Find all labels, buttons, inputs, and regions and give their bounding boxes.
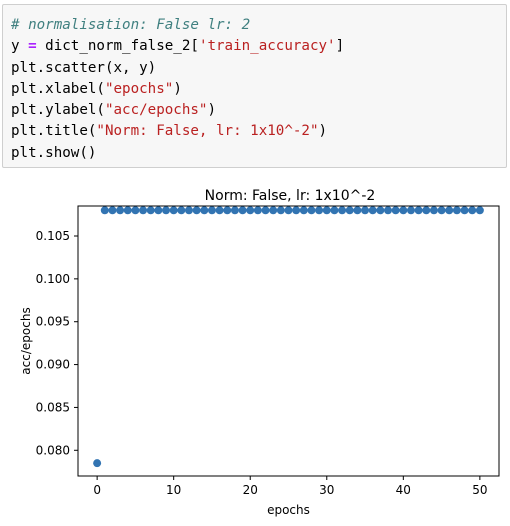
- code-token: =: [28, 38, 37, 54]
- data-point: [246, 206, 254, 214]
- data-points: [93, 206, 484, 467]
- data-point: [93, 459, 101, 467]
- data-point: [269, 206, 277, 214]
- code-token: dict_norm_false_2[: [37, 38, 199, 54]
- data-point: [430, 206, 438, 214]
- data-point: [262, 206, 270, 214]
- x-tick-label: 0: [93, 483, 101, 497]
- code-token: plt.show(): [11, 145, 96, 161]
- data-point: [177, 206, 185, 214]
- data-point: [147, 206, 155, 214]
- y-axis-label: acc/epochs: [19, 307, 33, 374]
- data-point: [124, 206, 132, 214]
- code-token: "Norm: False, lr: 1x10^-2": [96, 123, 318, 139]
- x-tick-label: 50: [472, 483, 487, 497]
- data-point: [392, 206, 400, 214]
- data-point: [346, 206, 354, 214]
- code-token: ]: [336, 38, 345, 54]
- data-point: [239, 206, 247, 214]
- data-point: [101, 206, 109, 214]
- data-point: [438, 206, 446, 214]
- code-token: plt.scatter(x, y): [11, 60, 156, 76]
- data-point: [407, 206, 415, 214]
- y-tick-label: 0.105: [36, 229, 70, 243]
- code-editor[interactable]: # normalisation: False lr: 2 y = dict_nor…: [11, 15, 344, 164]
- data-point: [277, 206, 285, 214]
- data-point: [476, 206, 484, 214]
- data-point: [208, 206, 216, 214]
- scatter-chart: Norm: False, lr: 1x10^-2 0.080 0.085 0.090…: [0, 178, 510, 522]
- data-point: [422, 206, 430, 214]
- code-line: # normalisation: False lr: 2: [11, 15, 344, 36]
- data-point: [315, 206, 323, 214]
- code-line: plt.scatter(x, y): [11, 58, 344, 79]
- code-token: ): [207, 102, 216, 118]
- code-token: plt.ylabel(: [11, 102, 105, 118]
- y-tick-label: 0.095: [36, 315, 70, 329]
- data-point: [300, 206, 308, 214]
- y-tick-label: 0.080: [36, 443, 70, 457]
- data-point: [200, 206, 208, 214]
- data-point: [353, 206, 361, 214]
- data-point: [445, 206, 453, 214]
- data-point: [223, 206, 231, 214]
- data-point: [323, 206, 331, 214]
- data-point: [162, 206, 170, 214]
- data-point: [154, 206, 162, 214]
- data-point: [116, 206, 124, 214]
- data-point: [453, 206, 461, 214]
- data-point: [361, 206, 369, 214]
- data-point: [338, 206, 346, 214]
- data-point: [330, 206, 338, 214]
- x-tick-label: 10: [166, 483, 181, 497]
- data-point: [415, 206, 423, 214]
- data-point: [399, 206, 407, 214]
- cell-output: Norm: False, lr: 1x10^-2 0.080 0.085 0.090…: [0, 178, 510, 522]
- code-cell[interactable]: # normalisation: False lr: 2 y = dict_nor…: [2, 4, 507, 168]
- data-point: [139, 206, 147, 214]
- data-point: [231, 206, 239, 214]
- code-line: y = dict_norm_false_2['train_accuracy']: [11, 36, 344, 57]
- code-token: ): [319, 123, 328, 139]
- data-point: [216, 206, 224, 214]
- data-point: [376, 206, 384, 214]
- code-line: plt.xlabel("epochs"): [11, 79, 344, 100]
- data-point: [461, 206, 469, 214]
- code-token: 'train_accuracy': [199, 38, 336, 54]
- data-point: [292, 206, 300, 214]
- x-tick-label: 30: [319, 483, 334, 497]
- data-point: [369, 206, 377, 214]
- data-point: [170, 206, 178, 214]
- data-point: [131, 206, 139, 214]
- chart-title: Norm: False, lr: 1x10^-2: [205, 188, 376, 204]
- x-tick-label: 20: [243, 483, 258, 497]
- code-token: y: [11, 38, 28, 54]
- data-point: [307, 206, 315, 214]
- code-line: plt.show(): [11, 143, 344, 164]
- data-point: [193, 206, 201, 214]
- y-axis: 0.080 0.085 0.090 0.095 0.100 0.105: [36, 229, 78, 457]
- data-point: [108, 206, 116, 214]
- y-tick-label: 0.085: [36, 400, 70, 414]
- x-axis: 0 10 20 30 40 50: [93, 476, 487, 497]
- code-token: plt.title(: [11, 123, 96, 139]
- code-line: plt.title("Norm: False, lr: 1x10^-2"): [11, 121, 344, 142]
- code-token: plt.xlabel(: [11, 81, 105, 97]
- code-token: ): [173, 81, 182, 97]
- data-point: [468, 206, 476, 214]
- code-token: # normalisation: False lr: 2: [11, 17, 250, 33]
- data-point: [384, 206, 392, 214]
- y-tick-label: 0.100: [36, 272, 70, 286]
- plot-frame: [78, 206, 499, 476]
- data-point: [254, 206, 262, 214]
- x-axis-label: epochs: [267, 503, 310, 517]
- code-token: "epochs": [105, 81, 173, 97]
- x-tick-label: 40: [396, 483, 411, 497]
- code-token: "acc/epochs": [105, 102, 208, 118]
- y-tick-label: 0.090: [36, 358, 70, 372]
- data-point: [285, 206, 293, 214]
- data-point: [185, 206, 193, 214]
- code-line: plt.ylabel("acc/epochs"): [11, 100, 344, 121]
